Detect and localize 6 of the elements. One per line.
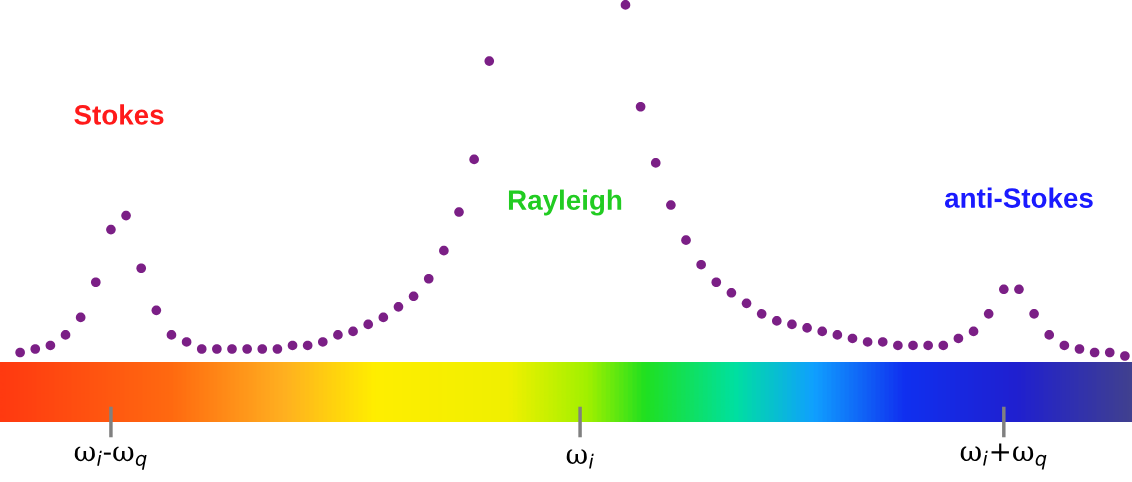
x-tick-label: ω$_{i}$+ω$_{q}$ xyxy=(960,443,1047,470)
x-tick-label: ω$_{i}$ xyxy=(566,449,594,469)
annotation: Stokes xyxy=(74,104,164,125)
annotation: Rayleigh xyxy=(508,189,622,216)
annotation: anti-Stokes xyxy=(944,187,1093,208)
x-tick-label: ω$_{i}$-ω$_{q}$ xyxy=(74,446,147,470)
